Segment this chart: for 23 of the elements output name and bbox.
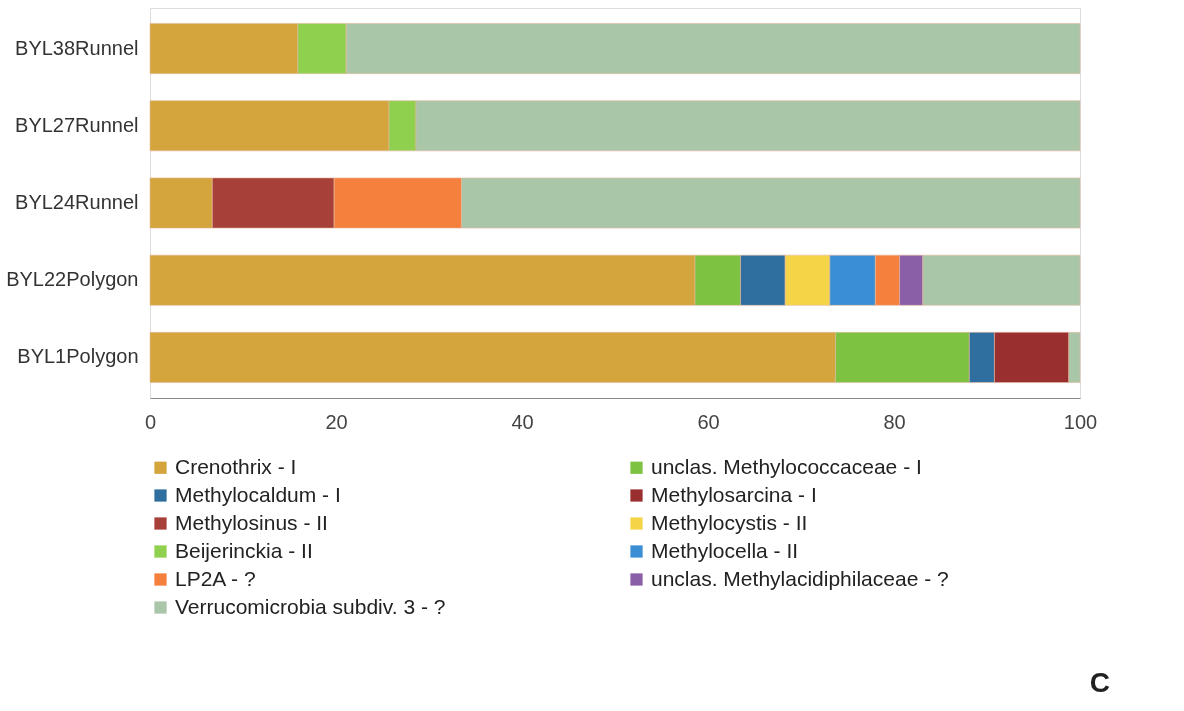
x-tick-label: 100 — [1063, 410, 1098, 433]
y-tick-label: BYL1Polygon — [17, 345, 139, 368]
x-tick-label: 60 — [697, 410, 720, 433]
x-tick-label: 20 — [325, 410, 348, 433]
legend-label: Methylosarcina - I — [651, 482, 817, 506]
y-tick-label: BYL38Runnel — [15, 36, 139, 59]
legend-label: unclas. Methylococcaceae - I — [651, 454, 922, 478]
legend-label: LP2A - ? — [175, 566, 256, 590]
legend-label: Methylocystis - II — [651, 510, 808, 534]
legend-label: Verrucomicrobia subdiv. 3 - ? — [175, 594, 446, 618]
legend-label: Methylocaldum - I — [175, 482, 341, 506]
x-tick-label: 40 — [511, 410, 534, 433]
y-tick-label: BYL22Polygon — [6, 268, 139, 291]
legend-label: Methylosinus - II — [175, 510, 328, 534]
legend-label: Beijerinckia - II — [175, 538, 313, 562]
legend-label: unclas. Methylacidiphilaceae - ? — [651, 566, 949, 590]
legend-label: Crenothrix - I — [175, 454, 297, 478]
x-tick-label: 0 — [144, 410, 157, 433]
y-tick-label: BYL24Runnel — [15, 191, 139, 213]
legend-label: Methylocella - II — [651, 538, 799, 562]
y-tick-label: BYL27Runnel — [15, 113, 139, 136]
x-tick-label: 80 — [883, 410, 906, 433]
text: C — [1089, 667, 1110, 698]
